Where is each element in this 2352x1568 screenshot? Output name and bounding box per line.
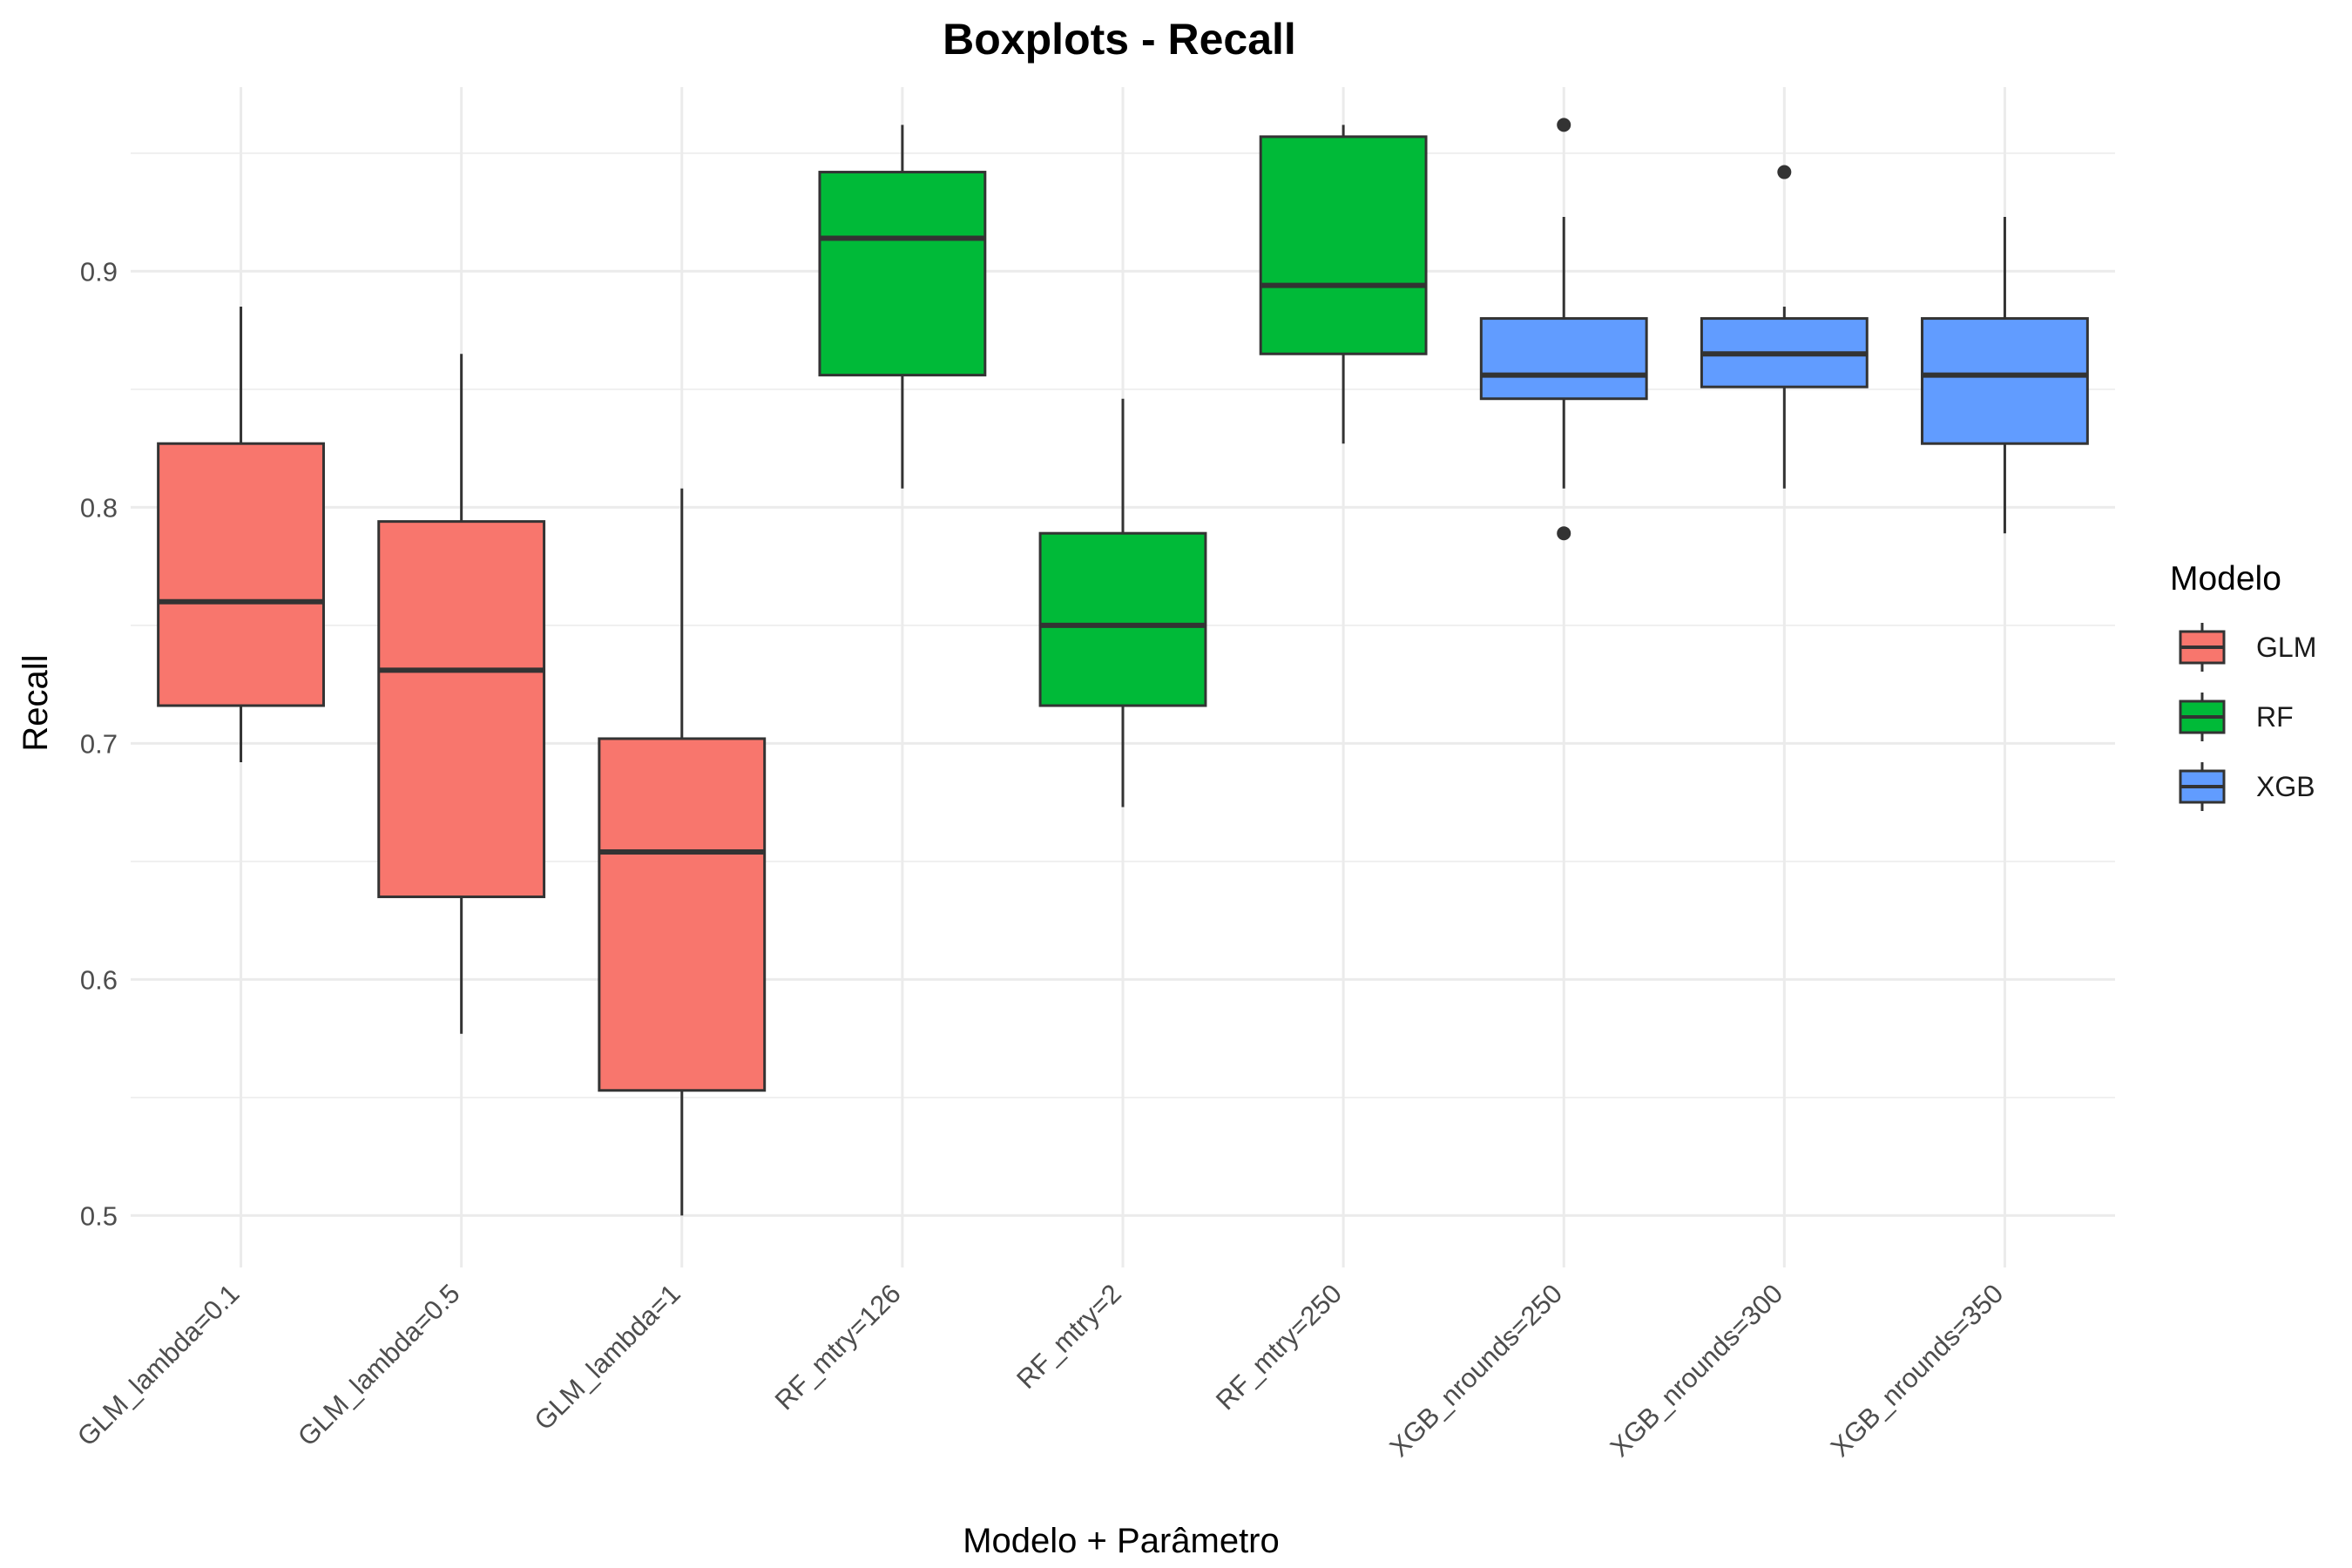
boxes <box>157 118 2089 1216</box>
x-tick-label: GLM_lambda=1 <box>528 1278 686 1436</box>
outlier-point <box>1557 526 1571 541</box>
box-iqr <box>1259 135 1428 355</box>
x-tick-label: GLM_lambda=0.5 <box>292 1278 466 1452</box>
x-tick-label: RF_mtry=2 <box>1010 1278 1127 1395</box>
box-group <box>1921 217 2089 534</box>
box-group <box>1038 398 1207 808</box>
legend-item: RF <box>2179 693 2294 741</box>
legend-label: XGB <box>2256 771 2315 802</box>
legend-label: GLM <box>2256 632 2316 663</box>
box-iqr <box>1921 317 2089 445</box>
y-axis-title: Recall <box>17 654 55 751</box>
box-iqr <box>1479 317 1648 401</box>
x-tick-label: GLM_lambda=0.1 <box>71 1278 246 1452</box>
y-tick-label: 0.6 <box>80 964 118 995</box>
box-iqr <box>157 442 325 707</box>
box-group <box>1479 118 1648 541</box>
box-group <box>1259 125 1428 444</box>
y-tick-label: 0.8 <box>80 492 118 523</box>
legend-item: XGB <box>2179 762 2315 811</box>
y-tick-label: 0.7 <box>80 728 118 759</box>
box-group <box>157 307 325 763</box>
x-tick-label: XGB_nrounds=250 <box>1383 1278 1568 1463</box>
outlier-point <box>1777 165 1792 179</box>
box-iqr <box>377 520 546 899</box>
x-axis-ticks: GLM_lambda=0.1 GLM_lambda=0.5 GLM_lambda=1… <box>71 1278 2010 1463</box>
y-tick-label: 0.9 <box>80 256 118 287</box>
legend-item: GLM <box>2179 623 2316 672</box>
box-iqr <box>818 171 987 377</box>
box-group <box>377 354 546 1034</box>
y-tick-label: 0.5 <box>80 1200 118 1231</box>
legend-label: RF <box>2256 701 2294 733</box>
box-group <box>598 488 767 1216</box>
outlier-point <box>1557 118 1571 132</box>
box-iqr <box>598 737 767 1092</box>
x-tick-label: RF_mtry=126 <box>769 1278 907 1416</box>
legend: Modelo GLM RF XGB <box>2170 560 2316 811</box>
x-axis-title: Modelo + Parâmetro <box>963 1522 1280 1560</box>
y-axis-ticks: 0.5 0.6 0.7 0.8 0.9 <box>80 256 118 1231</box>
box-iqr <box>1038 531 1207 707</box>
chart-title: Boxplots - Recall <box>943 15 1296 64</box>
box-group <box>1700 165 1869 489</box>
x-tick-label: XGB_nrounds=300 <box>1604 1278 1788 1463</box>
box-group <box>818 125 987 489</box>
x-tick-label: XGB_nrounds=350 <box>1825 1278 2010 1463</box>
legend-title: Modelo <box>2170 560 2281 598</box>
x-tick-label: RF_mtry=250 <box>1210 1278 1348 1416</box>
